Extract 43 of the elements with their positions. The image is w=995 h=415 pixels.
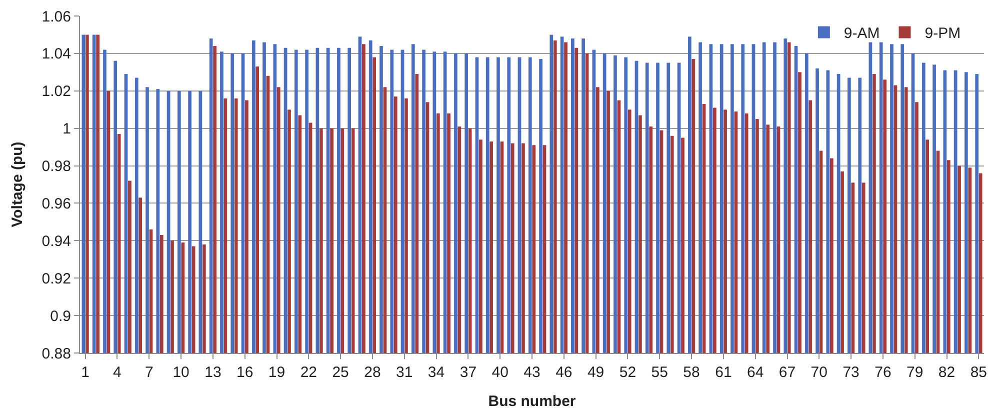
x-tick-label: 43 [524, 364, 540, 381]
x-tick-label: 70 [810, 364, 828, 381]
x-tick-label: 85 [970, 364, 988, 381]
x-tick-label: 22 [300, 364, 318, 381]
x-tick-label: 76 [874, 364, 892, 381]
x-tick-label: 40 [492, 364, 508, 381]
x-tick-label: 82 [938, 364, 956, 381]
x-tick-label: 67 [778, 364, 796, 381]
x-tick-label: 31 [396, 364, 413, 381]
legend-label: 9-AM [844, 25, 880, 42]
x-tick-label: 55 [651, 364, 668, 381]
y-tick-label: 0.88 [42, 345, 71, 362]
y-tick-label: 1 [62, 120, 71, 138]
x-tick-label: 58 [683, 364, 700, 381]
x-axis-title: Bus number [488, 393, 576, 410]
x-tick-label: 52 [619, 364, 636, 381]
x-tick-label: 64 [746, 364, 764, 381]
y-tick-label: 1.06 [42, 8, 71, 26]
y-tick-label: 1.02 [42, 83, 71, 100]
y-tick-label: 0.96 [42, 195, 71, 212]
x-tick-label: 73 [842, 364, 860, 381]
x-tick-label: 79 [906, 364, 924, 381]
x-tick-label: 49 [587, 364, 604, 381]
x-tick-label: 1 [81, 364, 90, 381]
x-tick-label: 19 [268, 364, 286, 381]
x-tick-label: 10 [172, 364, 190, 381]
y-tick-label: 0.9 [50, 308, 71, 325]
x-tick-label: 46 [556, 364, 572, 381]
x-tick-label: 61 [715, 364, 732, 381]
x-tick-label: 37 [460, 364, 477, 381]
legend-label: 9-PM [924, 25, 961, 42]
y-tick-label: 1.04 [42, 46, 71, 63]
x-tick-label: 4 [113, 364, 122, 381]
y-tick-label: 0.92 [42, 270, 71, 288]
x-tick-label: 13 [204, 364, 222, 381]
x-tick-label: 16 [236, 364, 254, 381]
y-tick-label: 0.94 [42, 232, 71, 250]
y-tick-label: 0.98 [42, 158, 71, 176]
y-axis-title: Voltage (pu) [9, 142, 26, 228]
x-tick-label: 34 [428, 364, 445, 381]
x-tick-label: 28 [364, 364, 381, 381]
x-tick-label: 25 [332, 364, 349, 381]
x-tick-label: 7 [144, 364, 154, 381]
